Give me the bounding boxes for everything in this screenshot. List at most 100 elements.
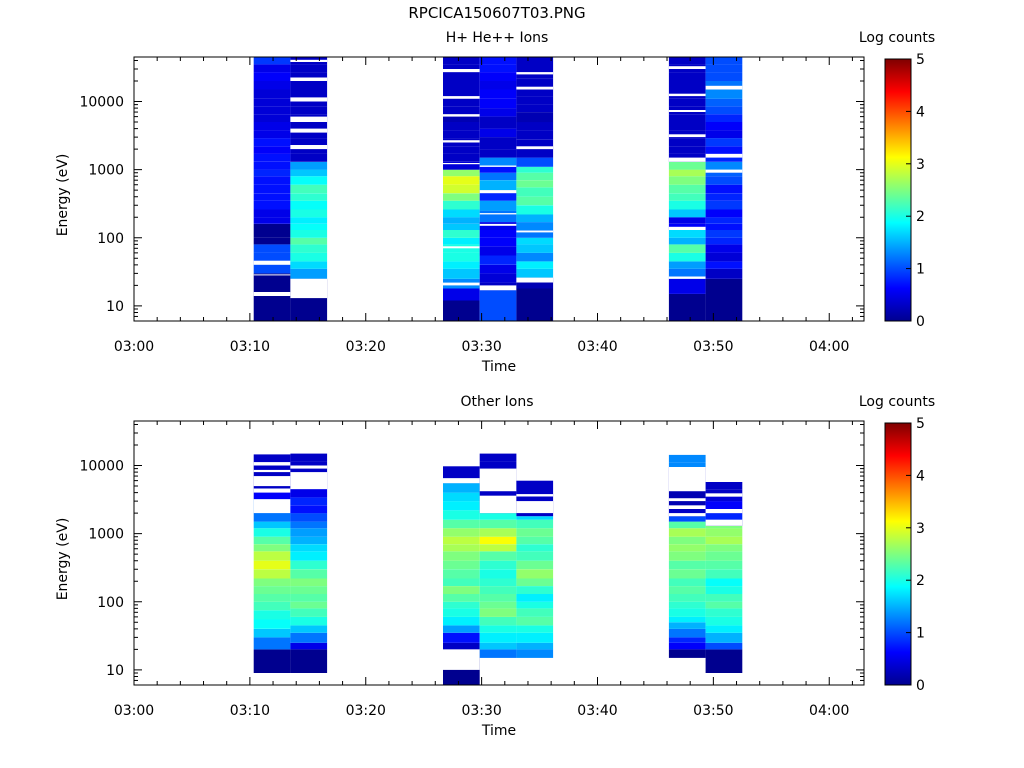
data-cell: [668, 72, 706, 81]
data-cell: [705, 659, 743, 673]
data-cell: [290, 521, 328, 529]
colorbar-tick-label: 3: [916, 157, 925, 173]
data-cell: [668, 200, 706, 210]
y-tick-label: 1000: [88, 163, 124, 179]
data-cell: [668, 146, 706, 154]
data-cell: [443, 474, 480, 479]
panel-title: Other Ions: [460, 394, 533, 410]
data-cell: [705, 161, 743, 170]
data-cell: [516, 536, 554, 545]
data-cell: [668, 114, 706, 122]
data-cell: [290, 244, 328, 253]
data-cell: [443, 268, 480, 279]
data-gap: [290, 116, 328, 122]
data-cell: [516, 149, 554, 158]
data-cell: [443, 673, 480, 685]
data-cell: [443, 466, 480, 475]
data-cell: [705, 649, 743, 660]
data-cell: [253, 114, 291, 122]
data-cell: [253, 89, 291, 99]
data-cell: [705, 244, 743, 253]
data-cell: [705, 594, 743, 602]
data-gap: [479, 468, 517, 492]
data-cell: [668, 261, 706, 269]
spectrogram-chart-h-he-ions: H+ He++ Ions 03:00 03:10 03:20 03:30 03:40 03:…: [55, 30, 935, 375]
data-cell: [253, 200, 291, 210]
data-cell: [705, 230, 743, 238]
data-gap: [290, 278, 328, 299]
data-cell: [290, 217, 328, 224]
data-cell: [290, 261, 328, 269]
data-cell: [479, 616, 517, 626]
x-tick-label: 04:00: [809, 339, 849, 355]
data-cell: [479, 190, 517, 201]
spectrogram-panel-h-he-ions: H+ He++ Ions 03:00 03:10 03:20 03:30 03:40 03:…: [0, 0, 1024, 380]
data-cell: [253, 521, 291, 529]
data-cell: [516, 78, 554, 88]
data-cell: [705, 560, 743, 570]
data-cell: [516, 130, 554, 140]
data-cell: [516, 277, 554, 289]
y-tick-label: 10000: [79, 95, 124, 111]
data-cell: [290, 616, 328, 626]
data-gap: [668, 66, 706, 69]
data-cell: [253, 528, 291, 537]
data-cell: [479, 273, 517, 283]
data-cell: [253, 637, 291, 650]
data-cell: [516, 569, 554, 579]
data-cell: [479, 89, 517, 99]
data-gap: [443, 282, 480, 286]
data-gap: [479, 190, 517, 194]
data-cell: [253, 488, 291, 500]
data-cell: [479, 642, 517, 650]
data-cell: [253, 610, 291, 620]
data-cell: [668, 169, 706, 177]
data-gap: [443, 114, 480, 117]
data-cell: [443, 81, 480, 90]
data-cell: [668, 551, 706, 561]
data-cell: [443, 536, 480, 545]
colorbar-tick-label: 1: [916, 626, 925, 642]
data-cell: [479, 608, 517, 617]
data-cell: [668, 230, 706, 238]
data-cell: [290, 176, 328, 185]
data-gap: [290, 97, 328, 102]
data-cell: [479, 528, 517, 537]
data-cell: [443, 616, 480, 626]
data-cell: [516, 551, 554, 561]
data-cell: [705, 551, 743, 561]
data-cell: [516, 196, 554, 206]
data-cell: [668, 462, 706, 467]
colorbar-tick-label: 5: [916, 416, 925, 432]
data-cell: [516, 237, 554, 245]
data-gap: [668, 467, 706, 492]
data-cell: [290, 153, 328, 162]
data-cell: [668, 516, 706, 522]
x-tick-label: 03:10: [230, 703, 270, 719]
data-cell: [668, 637, 706, 643]
data-gap: [253, 292, 291, 296]
data-cell: [443, 642, 480, 650]
data-cell: [443, 578, 480, 586]
data-cell: [668, 237, 706, 245]
data-cell: [479, 149, 517, 158]
data-cell: [479, 172, 517, 181]
data-cell: [479, 255, 517, 265]
data-gap: [443, 649, 480, 670]
data-gap: [479, 285, 517, 291]
data-gap: [705, 519, 743, 526]
data-gap: [253, 499, 291, 514]
data-cell: [516, 157, 554, 167]
data-cell: [516, 601, 554, 609]
data-cell: [479, 108, 517, 117]
data-cell: [290, 138, 328, 147]
data-cell: [705, 536, 743, 545]
data-cell: [668, 594, 706, 602]
data-cell: [705, 209, 743, 218]
data-cell: [668, 628, 706, 638]
data-cell: [253, 649, 291, 660]
data-cell: [253, 536, 291, 545]
data-cell: [253, 64, 291, 73]
data-cell: [668, 278, 706, 294]
data-cell: [516, 516, 554, 520]
